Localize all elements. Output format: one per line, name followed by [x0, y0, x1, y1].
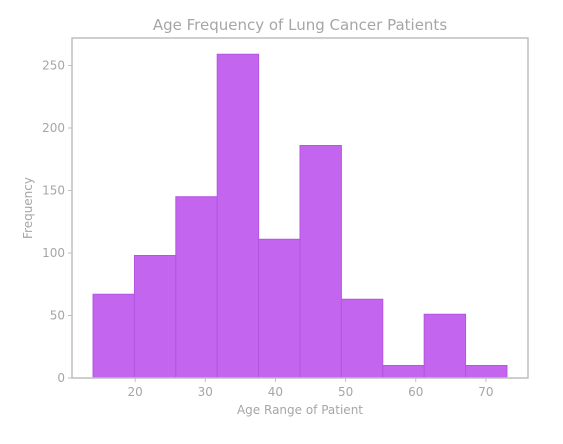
histogram-bar	[382, 365, 425, 379]
y-tick-label: 100	[42, 246, 65, 260]
histogram-bar	[175, 196, 218, 379]
x-tick-label: 70	[478, 385, 493, 399]
y-tick-label: 50	[50, 309, 65, 323]
x-tick-label: 40	[268, 385, 283, 399]
chart-title: Age Frequency of Lung Cancer Patients	[153, 16, 447, 34]
histogram-bar	[423, 313, 467, 379]
x-tick-label: 30	[198, 385, 213, 399]
histogram-bar	[133, 255, 177, 379]
y-tick-label: 0	[57, 371, 65, 385]
histogram-bar	[299, 145, 342, 379]
y-tick-label: 250	[42, 59, 65, 73]
histogram-bar	[216, 53, 260, 379]
x-axis-label: Age Range of Patient	[237, 403, 363, 417]
x-tick-label: 50	[338, 385, 353, 399]
x-tick-label: 20	[127, 385, 142, 399]
x-axis: 20 30 40 50 60 70	[127, 378, 494, 399]
x-tick-label: 60	[408, 385, 423, 399]
y-axis: 0 50 100 150 200 250	[42, 59, 72, 385]
y-tick-label: 150	[42, 184, 65, 198]
plot-frame	[71, 37, 529, 379]
histogram-bar	[92, 293, 135, 379]
y-tick-label: 200	[42, 121, 65, 135]
histogram-bar	[465, 365, 508, 379]
y-axis-label: Frequency	[21, 177, 35, 239]
bars-layer	[92, 53, 508, 379]
histogram-bar	[340, 298, 384, 379]
histogram-bar	[258, 238, 301, 379]
